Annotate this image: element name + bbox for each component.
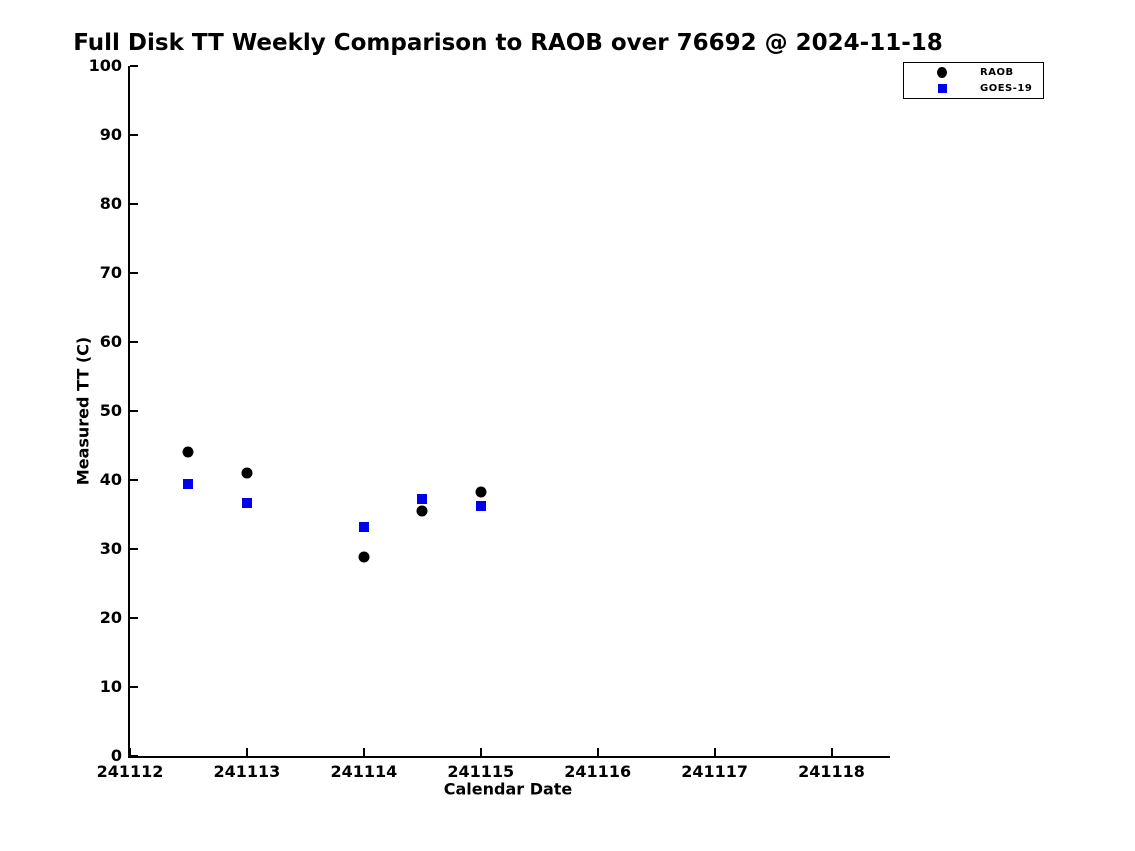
x-tick bbox=[830, 748, 833, 756]
data-point-raob bbox=[475, 486, 487, 498]
y-tick bbox=[130, 203, 138, 205]
y-tick bbox=[130, 410, 138, 412]
y-tick bbox=[130, 548, 138, 550]
x-tick-label: 241116 bbox=[564, 762, 632, 781]
x-tick bbox=[245, 748, 248, 756]
data-point-raob bbox=[358, 551, 370, 563]
y-tick bbox=[130, 272, 138, 274]
data-point-goes-19 bbox=[417, 494, 428, 505]
legend: RAOB GOES-19 bbox=[903, 62, 1044, 99]
x-tick-label: 241114 bbox=[330, 762, 398, 781]
x-tick-label: 241117 bbox=[681, 762, 748, 781]
legend-label-goes-19: GOES-19 bbox=[980, 83, 1033, 95]
y-tick-label: 10 bbox=[99, 677, 122, 696]
y-tick-label: 60 bbox=[99, 332, 122, 351]
x-tick-label: 241112 bbox=[96, 762, 164, 781]
raob-circle-icon bbox=[937, 66, 947, 78]
data-point-goes-19 bbox=[241, 498, 252, 509]
x-tick bbox=[129, 748, 131, 756]
x-tick bbox=[479, 748, 482, 756]
data-point-goes-19 bbox=[358, 521, 369, 532]
y-tick-label: 80 bbox=[99, 194, 122, 213]
goes-19-square-icon bbox=[937, 84, 947, 94]
data-point-raob bbox=[416, 505, 428, 517]
y-tick bbox=[130, 686, 138, 688]
y-tick bbox=[130, 479, 138, 481]
legend-item-raob: RAOB bbox=[904, 65, 1043, 80]
plot-area: 241112 241113 241114 241115 241116 241117 2411… bbox=[89, 57, 890, 781]
y-tick-label: 50 bbox=[99, 401, 122, 420]
y-tick-label: 90 bbox=[99, 125, 122, 144]
x-tick bbox=[362, 748, 365, 756]
y-tick bbox=[130, 341, 138, 343]
y-tick bbox=[130, 617, 138, 619]
x-tick-label: 241115 bbox=[447, 762, 515, 781]
legend-item-goes-19: GOES-19 bbox=[904, 81, 1043, 96]
y-tick-label: 40 bbox=[99, 470, 122, 489]
y-tick-label: 0 bbox=[110, 746, 122, 765]
x-tick-label: 241118 bbox=[798, 762, 865, 781]
x-tick bbox=[713, 748, 716, 756]
x-tick bbox=[596, 748, 599, 756]
data-point-goes-19 bbox=[183, 479, 194, 490]
legend-label-raob: RAOB bbox=[980, 66, 1014, 78]
data-point-raob bbox=[182, 446, 194, 458]
y-tick bbox=[130, 65, 138, 67]
y-tick-label: 20 bbox=[99, 608, 122, 627]
chart-title: Full Disk TT Weekly Comparison to RAOB o… bbox=[73, 30, 943, 56]
y-tick-label: 70 bbox=[99, 263, 122, 282]
data-point-raob bbox=[241, 467, 253, 479]
y-tick-label: 30 bbox=[99, 539, 122, 558]
x-tick-label: 241113 bbox=[213, 762, 281, 781]
y-tick-label: 100 bbox=[88, 56, 122, 75]
y-tick bbox=[130, 755, 138, 757]
x-axis-label: Calendar Date bbox=[443, 779, 573, 799]
y-tick bbox=[130, 134, 138, 136]
data-point-goes-19 bbox=[475, 501, 486, 512]
